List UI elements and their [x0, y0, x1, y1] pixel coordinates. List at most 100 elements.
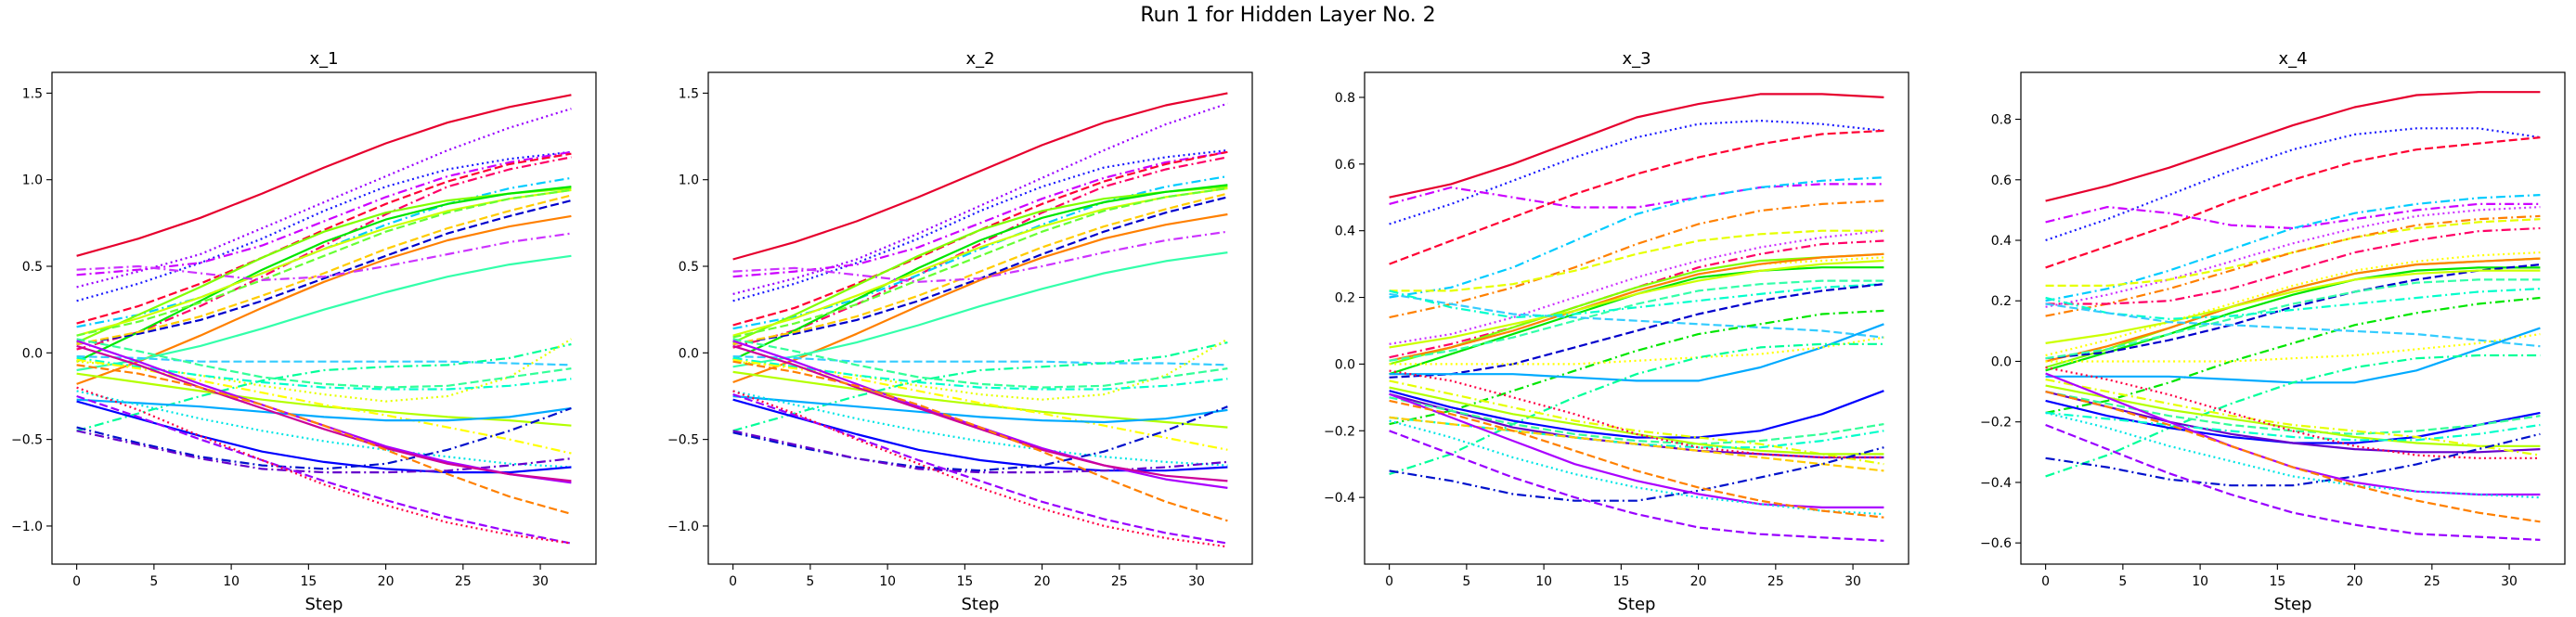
x-tick-label: 5	[149, 574, 158, 589]
series-line-13	[76, 194, 572, 346]
y-tick-label: 0.6	[1991, 174, 2012, 188]
series-line-35	[1389, 430, 1884, 542]
series-line-6	[1389, 199, 1884, 319]
subplot-title: x_2	[965, 49, 994, 69]
plot-frame	[707, 71, 1253, 565]
subplot-1: 0 5 10 15 20 25 30 −1.0 −0.5 0.0 0.5 1.0 1.5 x_1 Step	[11, 49, 597, 614]
x-tick-label: 30	[2501, 574, 2518, 589]
y-tick-label: 0.5	[22, 260, 43, 275]
y-tick-label: −0.5	[11, 433, 43, 448]
series-line-21	[1389, 336, 1884, 366]
series-line-24	[76, 398, 572, 422]
series-line-31	[732, 360, 1228, 522]
series-line-4	[2045, 202, 2541, 230]
series-line-19	[2045, 302, 2541, 348]
series-line-1	[1389, 93, 1884, 199]
series-line-15	[732, 251, 1228, 368]
series-line-20	[76, 338, 572, 389]
series-line-18	[76, 342, 572, 432]
series-line-6	[2045, 206, 2541, 308]
series-line-7	[1389, 229, 1884, 292]
x-tick-label: 25	[1111, 574, 1128, 589]
series-line-24	[732, 394, 1228, 424]
series-line-15	[2045, 269, 2541, 344]
y-tick-label: 0.8	[1335, 91, 1355, 106]
series-line-32	[76, 394, 572, 545]
x-tick-label: 10	[223, 574, 239, 589]
x-tick-label: 25	[1767, 574, 1784, 589]
x-tick-label: 0	[1385, 574, 1393, 589]
series-line-16	[1389, 292, 1884, 339]
series-line-16	[76, 232, 572, 281]
x-tick-label: 15	[1612, 574, 1629, 589]
series-line-31	[1389, 446, 1884, 502]
series-line-17	[732, 355, 1228, 366]
series-line-11	[2045, 257, 2541, 369]
series-line-9	[76, 186, 572, 363]
series-line-20	[1389, 323, 1884, 382]
subplot-title: x_3	[1622, 49, 1650, 69]
y-tick-label: 1.0	[679, 174, 699, 188]
x-tick-label: 20	[1034, 574, 1051, 589]
series-line-8	[1389, 229, 1884, 345]
series-line-9	[1389, 239, 1884, 359]
series-line-12	[76, 199, 572, 346]
x-tick-label: 5	[806, 574, 814, 589]
series-line-3	[1389, 183, 1884, 209]
x-tick-label: 30	[1188, 574, 1205, 589]
series-line-8	[732, 186, 1228, 344]
series-line-16	[732, 230, 1228, 283]
series-line-14	[76, 214, 572, 385]
y-tick-label: 0.0	[22, 346, 43, 361]
series-line-30	[732, 344, 1228, 482]
y-tick-label: 0.0	[1991, 354, 2012, 369]
series-line-16	[2045, 278, 2541, 360]
x-tick-label: 10	[879, 574, 896, 589]
series-line-34	[1389, 399, 1884, 519]
series-line-4	[732, 150, 1228, 278]
series-line-25	[1389, 396, 1884, 445]
series-line-10	[1389, 256, 1884, 362]
x-tick-label: 15	[2269, 574, 2285, 589]
series-line-33	[2045, 391, 2541, 523]
series-line-18	[732, 341, 1228, 432]
y-tick-label: 0.8	[1991, 113, 2012, 128]
x-tick-label: 0	[72, 574, 81, 589]
y-tick-label: −1.0	[11, 520, 43, 534]
y-tick-label: −0.4	[1980, 476, 2012, 491]
series-line-5	[76, 152, 572, 325]
series-line-4	[76, 150, 572, 276]
y-tick-label: −0.2	[1324, 424, 1355, 439]
series-line-21	[732, 356, 1228, 391]
series-line-33	[76, 386, 572, 545]
series-line-1	[732, 92, 1228, 261]
series-line-28	[732, 430, 1228, 474]
y-tick-label: 1.5	[679, 86, 699, 101]
series-line-15	[76, 254, 572, 372]
y-tick-label: −0.6	[1980, 536, 2012, 551]
series-line-8	[76, 186, 572, 344]
y-tick-label: 1.5	[22, 86, 43, 101]
series-line-17	[76, 355, 572, 366]
series-line-26	[2045, 384, 2541, 447]
series-line-2	[1389, 120, 1884, 225]
subplot-title: x_1	[309, 49, 338, 69]
series-line-4	[1389, 129, 1884, 265]
series-line-2	[2045, 127, 2541, 242]
series-line-22	[76, 372, 572, 427]
x-tick-label: 10	[2192, 574, 2208, 589]
x-tick-label: 20	[1690, 574, 1707, 589]
series-line-9	[732, 184, 1228, 361]
y-tick-label: 0.5	[679, 260, 699, 275]
y-tick-label: 0.6	[1335, 158, 1355, 173]
series-line-14	[1389, 259, 1884, 349]
series-line-30	[76, 344, 572, 482]
y-tick-label: 1.0	[22, 174, 43, 188]
series-line-23	[1389, 390, 1884, 439]
series-line-33	[732, 390, 1228, 548]
y-tick-label: −1.0	[667, 520, 699, 534]
series-line-6	[76, 156, 572, 351]
y-tick-label: 0.4	[1991, 234, 2012, 249]
